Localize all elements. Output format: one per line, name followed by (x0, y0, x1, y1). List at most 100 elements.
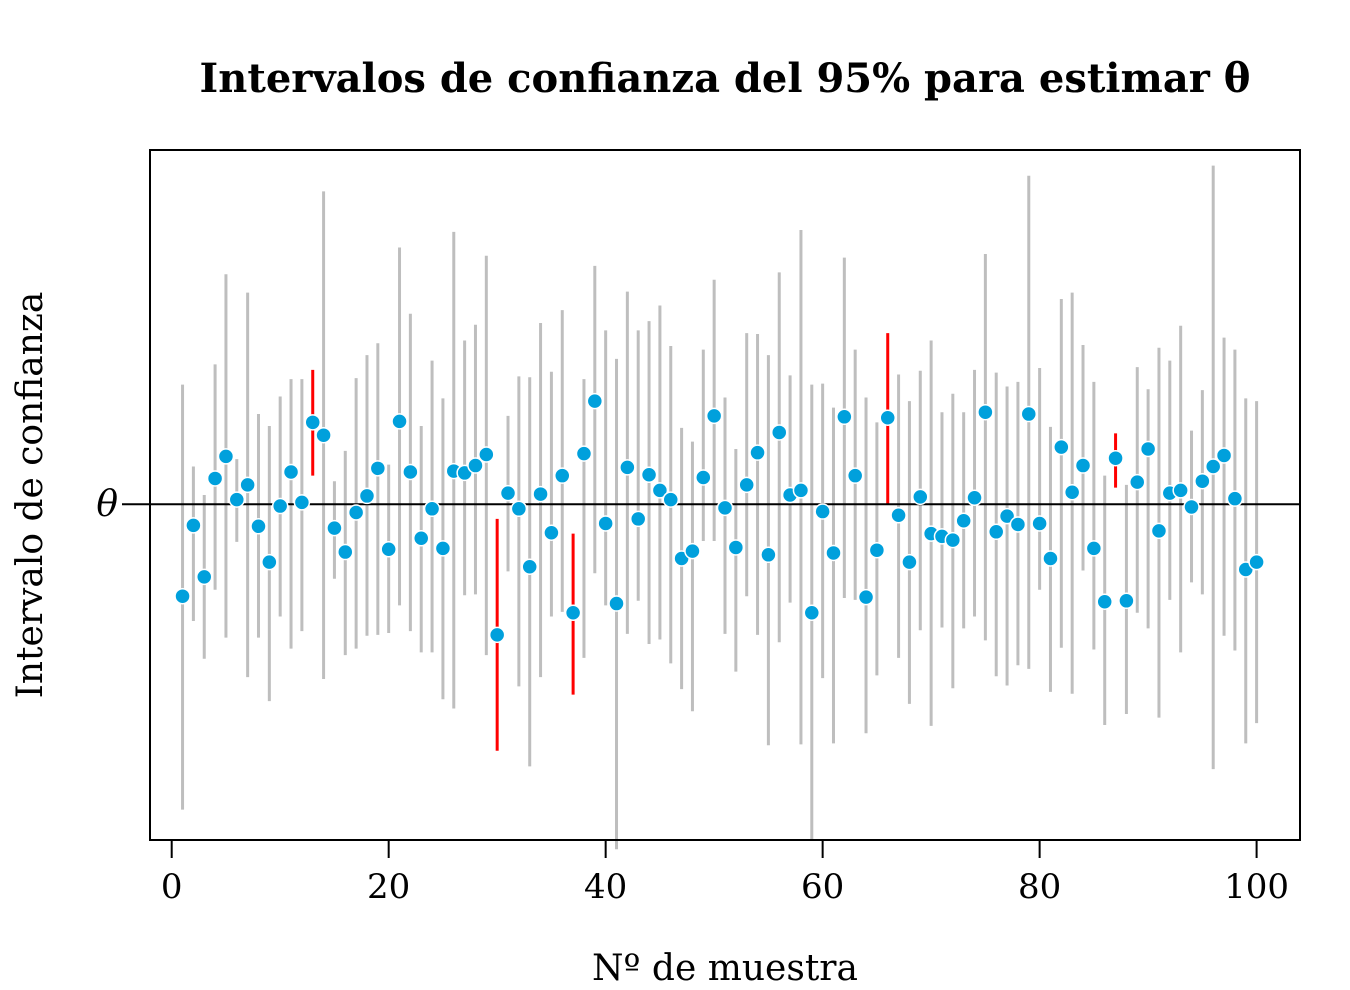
x-tick-label: 0 (161, 867, 183, 907)
sample-estimate-point (902, 555, 917, 570)
sample-estimate-point (403, 465, 418, 480)
sample-estimate-point (913, 489, 928, 504)
sample-estimate-point (392, 414, 407, 429)
sample-estimate-point (555, 468, 570, 483)
x-tick-label: 40 (584, 867, 627, 907)
sample-estimate-point (511, 501, 526, 516)
sample-estimate-point (425, 501, 440, 516)
sample-estimate-point (218, 449, 233, 464)
sample-estimate-point (891, 508, 906, 523)
sample-estimate-point (598, 516, 613, 531)
sample-estimate-point (327, 521, 342, 536)
sample-estimate-point (1173, 483, 1188, 498)
sample-estimate-point (967, 490, 982, 505)
sample-estimate-point (566, 605, 581, 620)
sample-estimate-point (848, 468, 863, 483)
sample-estimate-point (1021, 407, 1036, 422)
sample-estimate-point (1032, 516, 1047, 531)
sample-estimate-point (826, 545, 841, 560)
sample-estimate-point (859, 590, 874, 605)
sample-estimate-point (945, 533, 960, 548)
sample-estimate-point (880, 410, 895, 425)
sample-estimate-point (338, 545, 353, 560)
sample-estimate-point (1227, 491, 1242, 506)
sample-estimate-point (1097, 594, 1112, 609)
sample-estimate-point (359, 488, 374, 503)
sample-estimate-point (414, 531, 429, 546)
sample-estimate-point (1010, 517, 1025, 532)
sample-estimate-point (1217, 448, 1232, 463)
sample-estimate-point (718, 500, 733, 515)
sample-estimate-point (490, 627, 505, 642)
sample-estimate-point (479, 447, 494, 462)
sample-estimate-point (251, 519, 266, 534)
sample-estimate-point (208, 471, 223, 486)
sample-estimate-point (793, 483, 808, 498)
sample-estimate-point (1065, 485, 1080, 500)
x-axis-label: Nº de muestra (592, 948, 858, 989)
sample-estimate-point (761, 547, 776, 562)
x-axis: 0 20 40 60 80 100 (161, 840, 1289, 907)
sample-estimate-point (370, 461, 385, 476)
sample-estimate-point (229, 492, 244, 507)
sample-estimate-point (381, 542, 396, 557)
sample-estimate-point (620, 460, 635, 475)
sample-estimate-point (544, 525, 559, 540)
sample-estimate-point (533, 487, 548, 502)
sample-estimate-point (305, 415, 320, 430)
sample-estimate-point (989, 524, 1004, 539)
sample-estimate-point (1195, 474, 1210, 489)
theta-tick-label: θ (96, 484, 118, 525)
x-tick-label: 60 (801, 867, 844, 907)
sample-estimate-point (1076, 458, 1091, 473)
x-tick-label: 20 (367, 867, 410, 907)
sample-estimate-point (728, 540, 743, 555)
sample-estimate-point (1086, 541, 1101, 556)
x-tick-label: 100 (1224, 867, 1289, 907)
sample-estimate-point (284, 465, 299, 480)
sample-estimate-point (175, 589, 190, 604)
sample-estimate-point (576, 446, 591, 461)
sample-estimate-point (815, 504, 830, 519)
sample-estimate-point (663, 492, 678, 507)
sample-estimate-point (1054, 440, 1069, 455)
sample-estimate-point (804, 605, 819, 620)
point-group (175, 394, 1264, 643)
sample-estimate-point (262, 555, 277, 570)
sample-estimate-point (1130, 475, 1145, 490)
sample-estimate-point (1141, 442, 1156, 457)
sample-estimate-point (522, 559, 537, 574)
sample-estimate-point (1119, 593, 1134, 608)
sample-estimate-point (609, 596, 624, 611)
sample-estimate-point (273, 499, 288, 514)
sample-estimate-point (240, 477, 255, 492)
sample-estimate-point (642, 467, 657, 482)
sample-estimate-point (186, 518, 201, 533)
sample-estimate-point (956, 513, 971, 528)
sample-estimate-point (501, 486, 516, 501)
sample-estimate-point (587, 394, 602, 409)
sample-estimate-point (772, 425, 787, 440)
sample-estimate-point (1151, 523, 1166, 538)
sample-estimate-point (316, 428, 331, 443)
chart-title: Intervalos de confianza del 95% para est… (200, 55, 1251, 102)
sample-estimate-point (1249, 555, 1264, 570)
sample-estimate-point (1108, 451, 1123, 466)
sample-estimate-point (197, 569, 212, 584)
sample-estimate-point (631, 511, 646, 526)
sample-estimate-point (685, 544, 700, 559)
x-tick-label: 80 (1018, 867, 1061, 907)
sample-estimate-point (1043, 551, 1058, 566)
sample-estimate-point (739, 477, 754, 492)
sample-estimate-point (1184, 499, 1199, 514)
sample-estimate-point (707, 408, 722, 423)
sample-estimate-point (978, 405, 993, 420)
sample-estimate-point (294, 495, 309, 510)
sample-estimate-point (696, 470, 711, 485)
sample-estimate-point (750, 445, 765, 460)
sample-estimate-point (435, 541, 450, 556)
sample-estimate-point (869, 543, 884, 558)
sample-estimate-point (349, 505, 364, 520)
